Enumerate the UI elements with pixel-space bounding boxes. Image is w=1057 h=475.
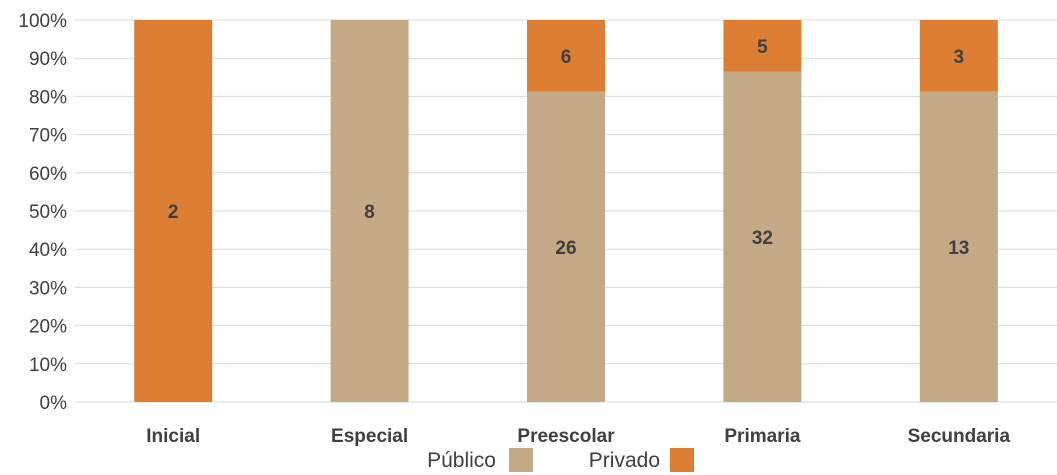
bar-privado-secundaria — [919, 20, 998, 92]
x-category-label: Especial — [331, 426, 408, 447]
data-label: 13 — [948, 238, 969, 259]
x-category-label: Primaria — [724, 426, 800, 447]
legend-swatch — [509, 448, 533, 472]
data-label: 6 — [561, 47, 572, 68]
x-category-label: Inicial — [146, 426, 200, 447]
data-label: 26 — [555, 238, 576, 259]
legend-label: Público — [427, 449, 496, 472]
legend-label: Privado — [589, 449, 660, 472]
y-tick-label: 20% — [29, 317, 67, 338]
bar-p-blico-primaria — [723, 71, 802, 403]
y-tick-label: 60% — [29, 164, 67, 185]
y-tick-label: 10% — [29, 355, 67, 376]
bar-p-blico-preescolar — [527, 91, 605, 402]
x-category-label: Preescolar — [517, 426, 615, 447]
data-label: 5 — [757, 37, 768, 58]
y-tick-label: 100% — [18, 11, 67, 32]
y-tick-label: 70% — [29, 126, 67, 147]
y-tick-label: 0% — [40, 393, 68, 414]
y-tick-label: 30% — [29, 278, 67, 299]
bar-privado-preescolar — [527, 20, 605, 92]
data-label: 32 — [752, 228, 773, 249]
bar-privado-primaria — [723, 20, 802, 72]
bar-privado-inicial — [134, 20, 213, 402]
y-tick-label: 90% — [29, 49, 67, 70]
bar-p-blico-secundaria — [919, 91, 998, 402]
data-label: 8 — [364, 202, 375, 223]
y-tick-label: 40% — [29, 240, 67, 261]
data-label: 3 — [954, 47, 965, 68]
x-category-label: Secundaria — [908, 426, 1011, 447]
data-label: 2 — [168, 202, 179, 223]
bar-p-blico-especial — [330, 20, 409, 402]
y-tick-label: 50% — [29, 202, 67, 223]
y-tick-label: 80% — [29, 87, 67, 108]
legend-swatch — [670, 448, 694, 472]
